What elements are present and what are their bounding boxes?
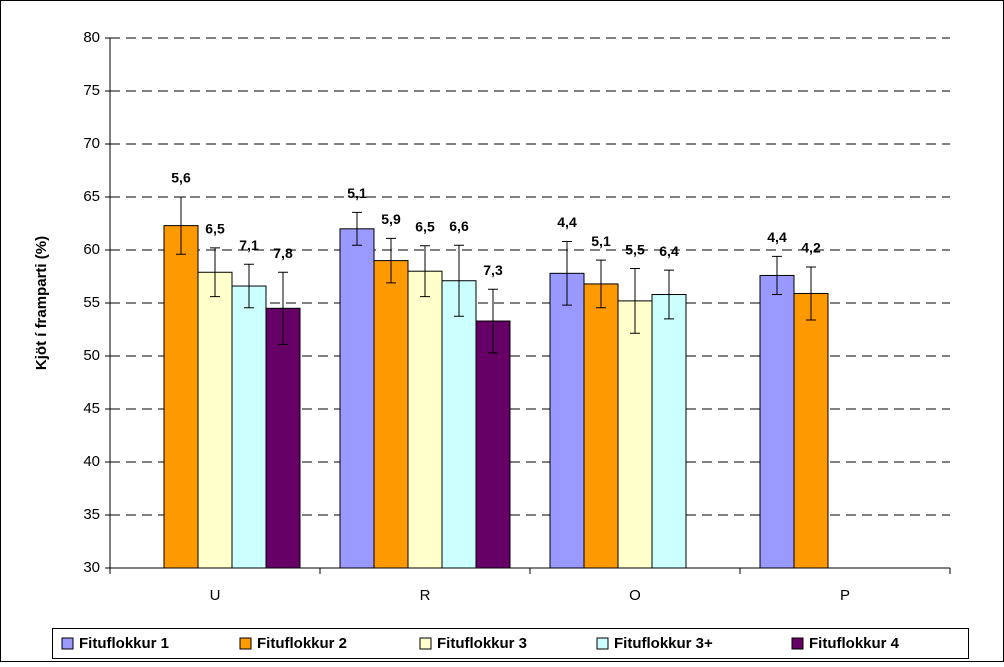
y-tick-label: 30 — [83, 559, 100, 576]
bar — [583, 283, 619, 569]
error-bar — [806, 266, 816, 321]
data-label: 4,2 — [801, 240, 821, 256]
bar — [475, 320, 511, 569]
y-tick-label: 60 — [83, 241, 100, 258]
x-tick-label: R — [420, 587, 431, 604]
y-tick-label: 55 — [83, 294, 100, 311]
data-label: 5,1 — [347, 185, 367, 201]
bar — [549, 272, 585, 569]
y-tick-label: 75 — [83, 82, 100, 99]
legend-label: Fituflokkur 4 — [809, 635, 900, 652]
error-bar — [772, 255, 782, 296]
x-tick-label: O — [629, 587, 641, 604]
error-bar — [562, 241, 572, 306]
error-bar — [210, 247, 220, 298]
data-label: 7,1 — [239, 237, 259, 253]
bar — [265, 307, 301, 569]
y-tick-label: 50 — [83, 347, 100, 364]
data-label: 5,1 — [591, 233, 611, 249]
data-label: 6,6 — [449, 218, 469, 234]
bar — [339, 228, 375, 569]
error-bar — [176, 196, 186, 255]
bar — [651, 294, 687, 569]
error-bar — [244, 263, 254, 309]
error-bar — [420, 245, 430, 298]
error-bar — [596, 259, 606, 309]
legend-label: Fituflokkur 3 — [437, 635, 527, 652]
legend-box — [52, 628, 969, 659]
bar — [617, 300, 653, 569]
error-bar — [278, 271, 288, 345]
bar — [759, 274, 795, 569]
legend-swatch — [239, 637, 252, 650]
error-bar — [352, 211, 362, 246]
data-label: 7,3 — [483, 262, 503, 278]
error-bar — [386, 237, 396, 284]
error-bar — [488, 288, 498, 354]
bar — [231, 285, 267, 569]
data-label: 5,5 — [625, 241, 645, 257]
legend-label: Fituflokkur 2 — [257, 635, 347, 652]
data-label: 5,9 — [381, 211, 401, 227]
data-label: 6,5 — [205, 221, 225, 237]
data-label: 4,4 — [557, 214, 577, 230]
legend-label: Fituflokkur 1 — [79, 635, 169, 652]
y-tick-label: 35 — [83, 506, 100, 523]
data-label: 6,5 — [415, 218, 435, 234]
bar — [441, 280, 477, 569]
error-bar — [630, 268, 640, 334]
x-tick-label: P — [840, 587, 850, 604]
y-tick-label: 80 — [83, 29, 100, 46]
bar — [373, 260, 409, 569]
legend-swatch — [596, 637, 609, 650]
y-tick-label: 40 — [83, 453, 100, 470]
bar — [407, 270, 443, 569]
bar — [163, 225, 199, 569]
data-label: 7,8 — [273, 245, 293, 261]
legend-label: Fituflokkur 3+ — [614, 635, 713, 652]
error-bar — [664, 269, 674, 320]
y-tick-label: 70 — [83, 135, 100, 152]
bar — [793, 292, 829, 569]
y-axis-label: Kjöt í framparti (%) — [33, 236, 50, 370]
data-label: 5,6 — [171, 170, 191, 186]
y-tick-label: 45 — [83, 400, 100, 417]
legend-swatch — [419, 637, 432, 650]
x-tick-label: U — [210, 587, 221, 604]
y-tick-label: 65 — [83, 188, 100, 205]
error-bar — [454, 244, 464, 317]
bar — [197, 271, 233, 569]
data-label: 6,4 — [659, 243, 679, 259]
legend-swatch — [791, 637, 804, 650]
data-label: 4,4 — [767, 229, 787, 245]
legend-swatch — [61, 637, 74, 650]
